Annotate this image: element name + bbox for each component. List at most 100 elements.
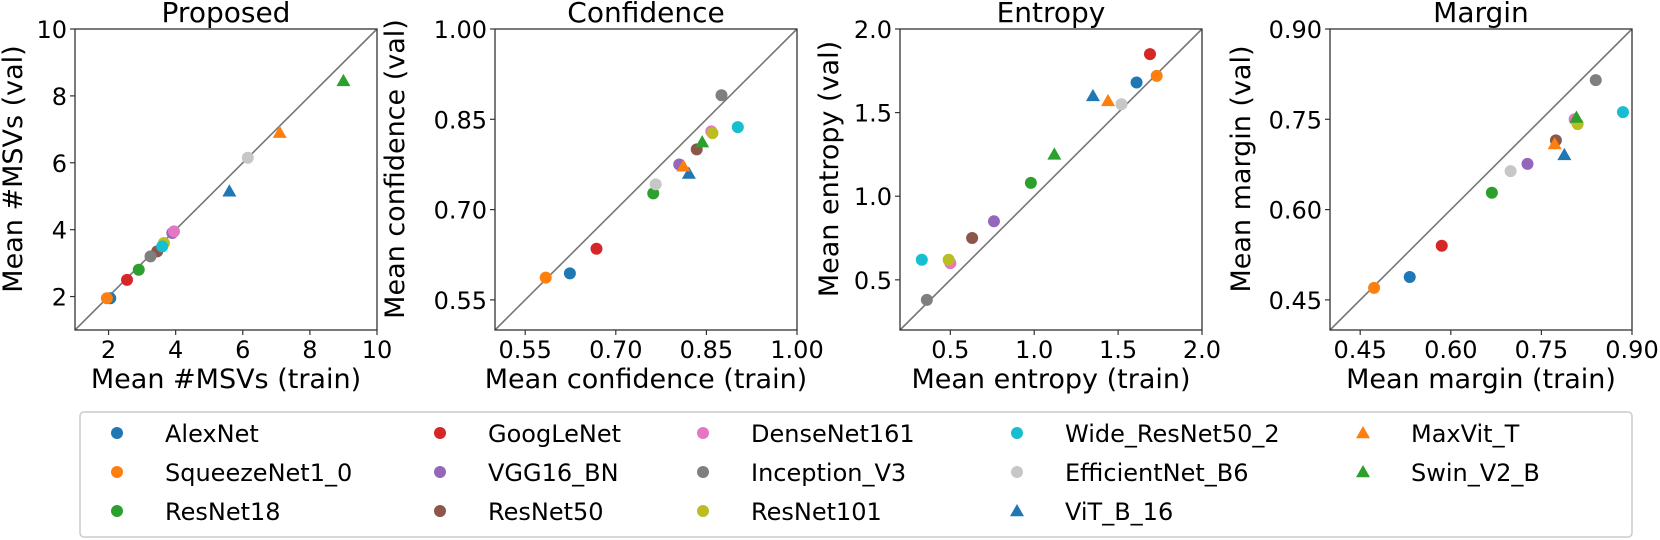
legend-label: ResNet50 bbox=[488, 498, 604, 526]
panel-entropy: Entropy Mean entropy (train) Mean entrop… bbox=[814, 0, 1191, 395]
legend-label: ResNet101 bbox=[751, 498, 882, 526]
diagonal-line bbox=[494, 28, 798, 331]
legend-label: Wide_ResNet50_2 bbox=[1065, 420, 1280, 448]
x-tick-label: 0.60 bbox=[1424, 336, 1477, 364]
legend-item: SqueezeNet1_0 bbox=[111, 459, 352, 487]
marker-legend bbox=[1356, 465, 1370, 478]
plot-area-2: 0.5 1.0 1.5 2.0 0.5 1.0 1.5 2.0 bbox=[854, 16, 1221, 364]
x-tick-label: 0.45 bbox=[1333, 336, 1386, 364]
x-tick-label: 4 bbox=[168, 336, 183, 364]
marker-point bbox=[272, 125, 287, 138]
marker-point bbox=[1047, 147, 1062, 160]
y-tick-label: 0.55 bbox=[434, 287, 487, 315]
x-axis-label: Mean margin (train) bbox=[1346, 364, 1616, 395]
marker-legend bbox=[111, 427, 123, 439]
marker-point bbox=[1485, 186, 1498, 199]
marker-legend bbox=[1010, 504, 1024, 517]
y-tick-label: 0.85 bbox=[434, 106, 487, 134]
legend-label: AlexNet bbox=[165, 420, 259, 448]
x-tick-label: 0.5 bbox=[931, 336, 969, 364]
x-tick-label: 0.55 bbox=[498, 336, 551, 364]
legend-label: VGG16_BN bbox=[488, 459, 619, 487]
legend: AlexNet SqueezeNet1_0 ResNet18 GoogLeNet VGG… bbox=[79, 411, 1633, 538]
y-tick-label: 0.70 bbox=[434, 197, 487, 225]
marker-legend bbox=[434, 466, 446, 478]
marker-point bbox=[156, 240, 169, 253]
marker-point bbox=[1547, 136, 1562, 150]
y-tick-label: 0.45 bbox=[1269, 287, 1322, 315]
marker-legend bbox=[697, 427, 709, 439]
x-tick-label: 0.90 bbox=[1605, 336, 1658, 364]
legend-label: ResNet18 bbox=[165, 498, 281, 526]
legend-label: SqueezeNet1_0 bbox=[165, 459, 352, 487]
marker-point bbox=[1368, 281, 1381, 294]
marker-point bbox=[1101, 93, 1116, 107]
x-tick-label: 10 bbox=[362, 336, 393, 364]
marker-point bbox=[563, 267, 576, 280]
marker-point bbox=[1521, 157, 1534, 170]
legend-item: AlexNet bbox=[111, 420, 259, 448]
marker-point bbox=[1130, 76, 1143, 89]
legend-item: Swin_V2_B bbox=[1356, 459, 1540, 487]
axes-frame bbox=[494, 28, 798, 331]
y-tick-label: 10 bbox=[36, 16, 67, 44]
marker-point bbox=[942, 253, 955, 266]
marker-point bbox=[1616, 106, 1629, 119]
axes-frame bbox=[1329, 28, 1633, 331]
y-axis-label: Mean confidence (val) bbox=[380, 19, 411, 319]
x-axis-label: Mean #MSVs (train) bbox=[91, 364, 361, 395]
diagonal-line bbox=[1329, 28, 1633, 331]
legend-item: ViT_B_16 bbox=[1010, 498, 1173, 526]
marker-point bbox=[1435, 239, 1448, 252]
legend-item: GoogLeNet bbox=[434, 420, 621, 448]
legend-item: DenseNet161 bbox=[697, 420, 915, 448]
x-tick-label: 1.5 bbox=[1099, 336, 1137, 364]
y-axis-label: Mean margin (val) bbox=[1226, 45, 1257, 292]
panel-title: Entropy bbox=[997, 0, 1106, 29]
marker-point bbox=[649, 178, 662, 191]
marker-legend bbox=[1356, 426, 1370, 439]
marker-point bbox=[590, 242, 603, 255]
marker-point bbox=[241, 151, 254, 164]
marker-point bbox=[987, 215, 1000, 228]
marker-point bbox=[336, 73, 351, 87]
marker-legend bbox=[1011, 427, 1023, 439]
marker-point bbox=[1569, 110, 1584, 123]
plot-area-3: 0.45 0.60 0.75 0.90 0.45 0.60 0.75 0.90 bbox=[1269, 16, 1659, 364]
marker-point bbox=[695, 135, 710, 148]
panel-confidence: Confidence Mean confidence (train) Mean … bbox=[380, 0, 807, 395]
marker-legend bbox=[697, 505, 709, 517]
legend-item: VGG16_BN bbox=[434, 459, 619, 487]
marker-point bbox=[100, 292, 113, 305]
x-axis-label: Mean confidence (train) bbox=[485, 364, 807, 395]
marker-point bbox=[132, 263, 145, 276]
y-tick-label: 6 bbox=[52, 150, 67, 178]
x-tick-label: 0.70 bbox=[589, 336, 642, 364]
legend-label: Inception_V3 bbox=[751, 459, 906, 487]
marker-point bbox=[1589, 74, 1602, 87]
legend-label: EfficientNet_B6 bbox=[1065, 459, 1248, 487]
marker-point bbox=[1143, 48, 1156, 61]
legend-item: EfficientNet_B6 bbox=[1011, 459, 1248, 487]
y-tick-label: 2 bbox=[52, 284, 67, 312]
legend-item: ResNet18 bbox=[111, 498, 281, 526]
panel-title: Confidence bbox=[567, 0, 724, 29]
marker-point bbox=[167, 225, 180, 238]
marker-point bbox=[1024, 176, 1037, 189]
marker-point bbox=[966, 232, 979, 245]
marker-point bbox=[731, 121, 744, 134]
marker-point bbox=[1504, 165, 1517, 178]
x-tick-label: 1.00 bbox=[770, 336, 823, 364]
x-tick-label: 0.75 bbox=[1515, 336, 1568, 364]
x-tick-label: 6 bbox=[235, 336, 250, 364]
y-tick-label: 0.75 bbox=[1269, 106, 1322, 134]
legend-item: ResNet50 bbox=[434, 498, 604, 526]
marker-point bbox=[1403, 271, 1416, 284]
panel-margin: Margin Mean margin (train) Mean margin (… bbox=[1226, 0, 1616, 395]
marker-point bbox=[676, 159, 691, 172]
x-tick-label: 1.0 bbox=[1015, 336, 1053, 364]
legend-frame bbox=[79, 411, 1633, 538]
marker-point bbox=[222, 184, 237, 197]
legend-label: Swin_V2_B bbox=[1411, 459, 1540, 487]
y-tick-label: 1.0 bbox=[854, 183, 892, 211]
